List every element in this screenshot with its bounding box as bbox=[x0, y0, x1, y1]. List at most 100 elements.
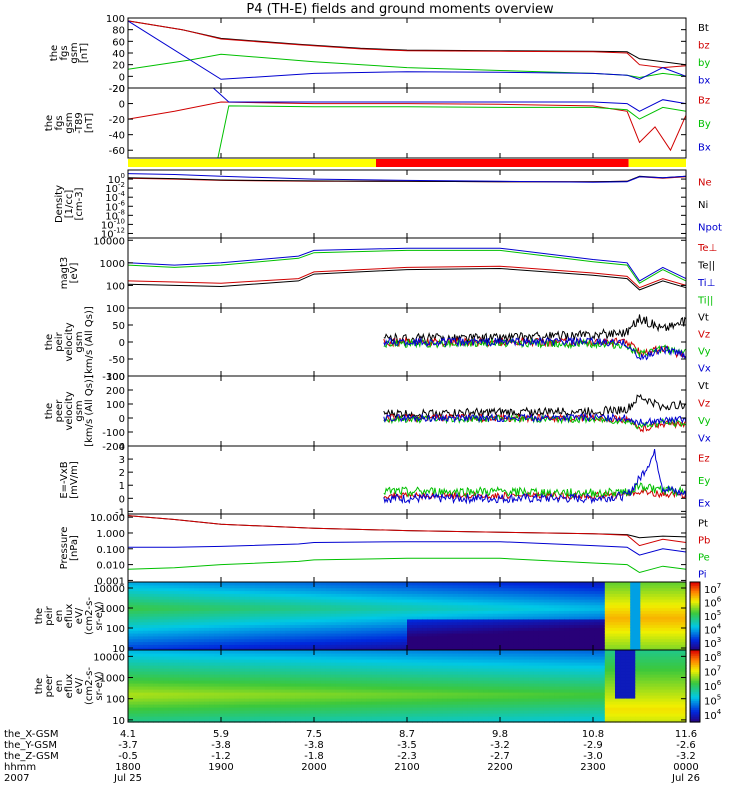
spectrogram-cell bbox=[386, 587, 393, 592]
spectrogram-cell bbox=[427, 610, 433, 614]
spectrogram-cell bbox=[472, 683, 479, 687]
spectrogram-cell bbox=[290, 582, 296, 586]
spectrogram-cell bbox=[401, 607, 408, 611]
spectrogram-cell bbox=[472, 618, 479, 623]
spectrogram-cell bbox=[437, 686, 444, 690]
spectrogram-cell bbox=[148, 601, 154, 606]
spectrogram-cell bbox=[264, 707, 271, 711]
spectrogram-cell bbox=[325, 656, 332, 660]
spectrogram-cell bbox=[386, 607, 393, 611]
spectrogram-cell bbox=[325, 659, 332, 663]
spectrogram-cell bbox=[675, 647, 682, 651]
spectrogram-cell bbox=[335, 656, 342, 660]
spectrogram-cell bbox=[264, 653, 271, 657]
spectrogram-cell bbox=[178, 590, 185, 594]
spectrogram-cell bbox=[330, 590, 337, 594]
spectrogram-cell bbox=[386, 689, 393, 693]
spectrogram-cell bbox=[341, 633, 347, 637]
spectrogram-cell bbox=[391, 604, 398, 609]
spectrogram-cell bbox=[366, 638, 373, 643]
spectrogram-cell bbox=[554, 627, 560, 631]
spectrogram-cell bbox=[270, 590, 276, 594]
spectrogram-cell bbox=[341, 713, 347, 717]
spectrogram-cell bbox=[620, 610, 626, 614]
spectrogram-cell bbox=[188, 698, 195, 702]
spectrogram-cell bbox=[305, 627, 312, 631]
spectrogram-cell bbox=[178, 604, 185, 609]
spectrogram-cell bbox=[204, 593, 210, 597]
spectrogram-cell bbox=[381, 653, 388, 657]
spectrogram-cell bbox=[518, 635, 525, 640]
spectrogram-cell bbox=[315, 621, 322, 626]
spectrogram-cell bbox=[366, 599, 373, 603]
spectrogram-cell bbox=[158, 607, 165, 611]
spectrogram-cell bbox=[264, 593, 271, 597]
spectrogram-cell bbox=[270, 647, 276, 651]
spectrogram-cell bbox=[447, 616, 454, 620]
spectrogram-cell bbox=[138, 695, 144, 699]
y-tick-label: 50 bbox=[112, 321, 125, 332]
spectrogram-cell bbox=[483, 671, 489, 675]
spectrogram-cell bbox=[193, 656, 200, 660]
spectrogram-cell bbox=[528, 710, 535, 714]
series-line bbox=[128, 541, 687, 556]
spectrogram-cell bbox=[300, 624, 307, 628]
spectrogram-cell bbox=[569, 587, 575, 592]
spectrogram-cell bbox=[457, 593, 464, 597]
spectrogram-cell bbox=[467, 607, 474, 611]
spectrogram-cell bbox=[128, 656, 134, 660]
spectrogram-cell bbox=[270, 674, 276, 678]
spectrogram-cell bbox=[427, 680, 433, 684]
spectrogram-cell bbox=[594, 590, 601, 594]
spectrogram-cell bbox=[280, 671, 286, 675]
spectrogram-cell bbox=[325, 653, 332, 657]
spectrogram-cell bbox=[356, 671, 362, 675]
spectrogram-cell bbox=[153, 665, 160, 669]
spectrogram-cell bbox=[462, 590, 469, 594]
spectrogram-cell bbox=[366, 647, 373, 651]
spectrogram-cell bbox=[604, 621, 611, 626]
spectrogram-cell bbox=[244, 710, 251, 714]
spectrogram-cell bbox=[163, 587, 170, 592]
spectrogram-cell bbox=[407, 698, 413, 702]
spectrogram-cell bbox=[188, 582, 195, 586]
spectrogram-cell bbox=[285, 665, 291, 669]
spectrogram-cell bbox=[148, 683, 154, 687]
spectrogram-cell bbox=[254, 653, 261, 657]
y-axis-label: [cm-3] bbox=[74, 187, 85, 220]
spectrogram-cell bbox=[407, 674, 413, 678]
spectrogram-cell bbox=[467, 621, 474, 626]
spectrogram-cell bbox=[401, 650, 408, 654]
spectrogram-cell bbox=[437, 668, 444, 672]
spectrogram-cell bbox=[295, 599, 302, 603]
spectrogram-cell bbox=[401, 698, 408, 702]
spectrogram-cell bbox=[422, 689, 428, 693]
spectrogram-cell bbox=[376, 710, 383, 714]
spectrogram-cell bbox=[407, 584, 413, 589]
spectrogram-cell bbox=[396, 659, 403, 663]
spectrogram-cell bbox=[330, 613, 337, 617]
spectrogram-cell bbox=[133, 616, 139, 620]
spectrogram-cell bbox=[361, 630, 368, 634]
spectrogram-cell bbox=[234, 698, 241, 702]
spectrogram-cell bbox=[396, 713, 403, 717]
spectrogram-cell bbox=[300, 668, 307, 672]
spectrogram-cell bbox=[168, 621, 175, 626]
spectrogram-cell bbox=[518, 713, 525, 717]
spectrogram-cell bbox=[513, 638, 520, 643]
spectrogram-cell bbox=[472, 653, 479, 657]
spectrogram-cell bbox=[620, 635, 626, 640]
spectrogram-cell bbox=[376, 630, 383, 634]
spectrogram-cell bbox=[554, 624, 560, 628]
spectrogram-cell bbox=[325, 713, 332, 717]
spectrogram-cell bbox=[478, 710, 484, 714]
spectrogram-cell bbox=[259, 582, 266, 586]
spectrogram-cell bbox=[315, 713, 322, 717]
spectrogram-cell bbox=[650, 610, 657, 614]
spectrogram-cell bbox=[173, 635, 180, 640]
spectrogram-cell bbox=[478, 630, 484, 634]
spectrogram-cell bbox=[427, 607, 433, 611]
spectrogram-cell bbox=[427, 621, 433, 626]
spectrogram-cell bbox=[366, 593, 373, 597]
spectrogram-cell bbox=[249, 618, 256, 623]
